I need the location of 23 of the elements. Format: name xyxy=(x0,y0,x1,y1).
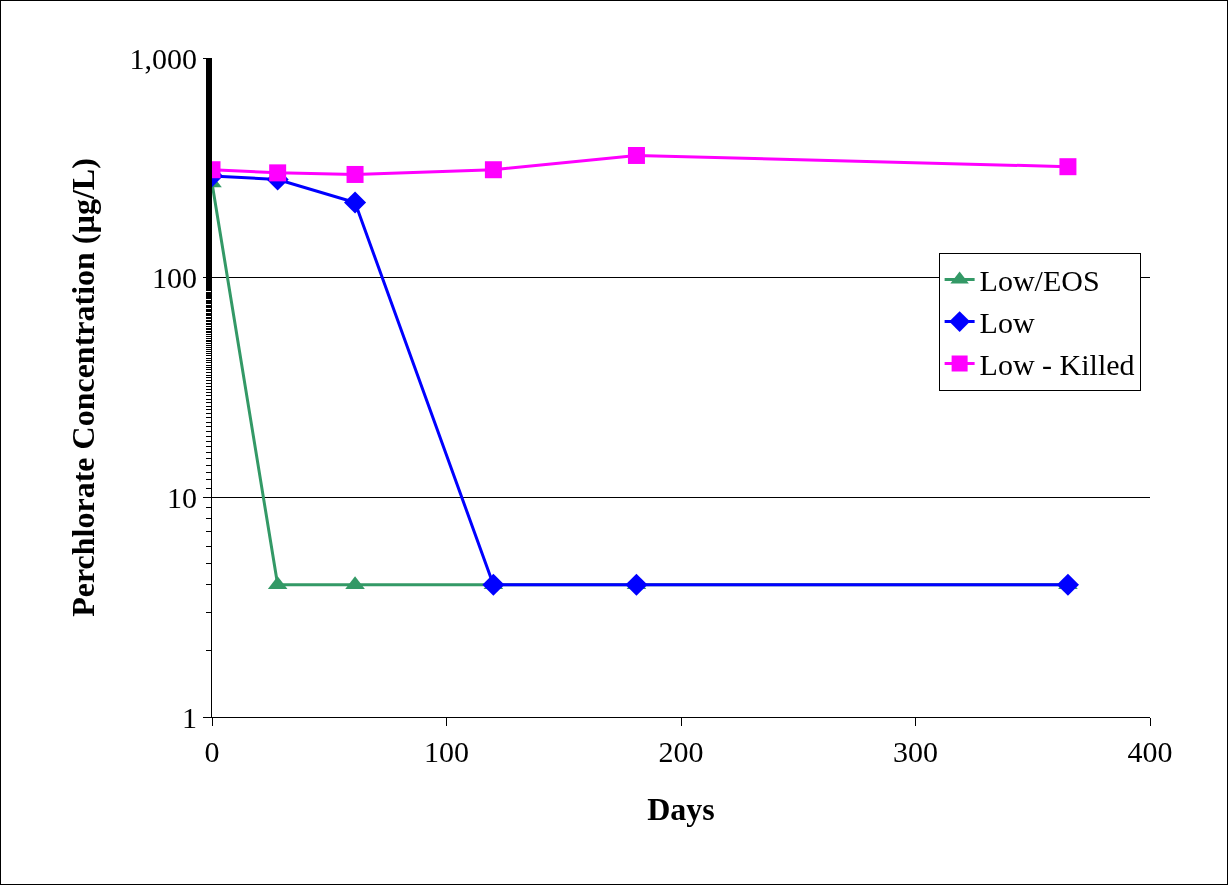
y-tick-label: 1,000 xyxy=(129,41,197,75)
y-axis-title: Perchlorate Concentration (µg/L) xyxy=(64,158,101,617)
point xyxy=(344,191,367,214)
point xyxy=(627,146,645,164)
x-tick-label: 200 xyxy=(658,735,704,768)
point xyxy=(625,573,648,596)
point xyxy=(269,164,287,182)
point xyxy=(1056,573,1079,596)
y-tick-label: 10 xyxy=(167,480,197,514)
y-tick-label: 1 xyxy=(182,700,197,734)
point xyxy=(1059,158,1077,176)
point xyxy=(482,573,505,596)
x-tick-label: 300 xyxy=(893,735,938,768)
x-tick-label: 400 xyxy=(1127,735,1173,768)
y-tick-label: 100 xyxy=(152,261,197,295)
x-tick-label: 0 xyxy=(204,735,220,768)
point xyxy=(484,161,502,179)
legend-label: Low/EOS xyxy=(979,264,1100,298)
x-tick-label: 100 xyxy=(424,735,469,768)
legend-label: Low xyxy=(979,306,1035,340)
legend-label: Low - Killed xyxy=(979,348,1135,382)
x-axis-title: Days xyxy=(647,790,715,827)
point xyxy=(346,165,364,183)
